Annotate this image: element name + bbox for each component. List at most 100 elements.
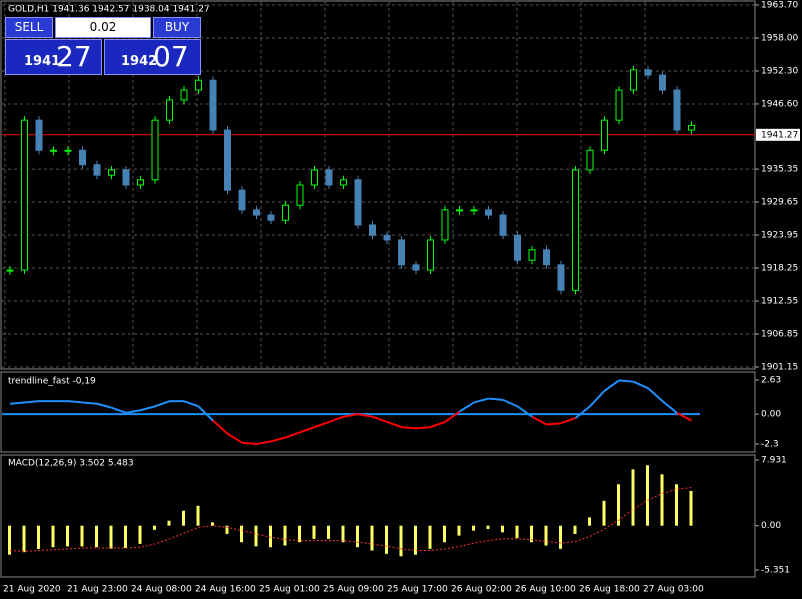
y-tick-label: 1958.00 — [761, 33, 798, 43]
macd-bar — [486, 525, 490, 529]
candle — [325, 169, 333, 186]
y-tick-label: 1946.60 — [761, 99, 798, 109]
y-tick-label: 1952.30 — [761, 66, 798, 76]
indicator-segment — [67, 400, 83, 404]
candle — [470, 209, 478, 212]
indicator-segment — [560, 417, 576, 425]
candle — [195, 79, 202, 91]
header: GOLD,H1 1941.36 1942.57 1938.04 1941.27 — [8, 5, 210, 15]
indicator-segment — [154, 400, 170, 408]
lot-input[interactable]: 0.02 — [55, 17, 151, 38]
indicator-segment — [488, 397, 504, 401]
candle — [93, 164, 101, 176]
indicator-segment — [343, 413, 359, 418]
macd-bar — [254, 525, 258, 547]
indicator-segment — [661, 400, 678, 414]
indicator-segment — [125, 409, 141, 414]
macd-bar — [501, 525, 504, 533]
sub-frame — [0, 454, 756, 578]
macd-bar — [617, 484, 620, 526]
candle — [238, 189, 246, 211]
macd-bar — [196, 505, 200, 526]
price-label-bg — [756, 128, 800, 141]
x-tick-label: 26 Aug 10:00 — [515, 585, 576, 595]
macd-bar — [646, 465, 649, 526]
indicator-title: trendline_fast -0,19 — [8, 377, 96, 387]
macd-bar — [457, 525, 461, 536]
indicator-segment — [24, 400, 40, 404]
macd-bar — [37, 525, 40, 549]
candle — [267, 214, 275, 221]
candle — [383, 234, 391, 241]
macd-bar — [660, 474, 664, 526]
candle — [688, 124, 695, 131]
candle — [485, 209, 492, 216]
candle — [499, 214, 507, 236]
candle — [412, 264, 420, 271]
macd-bar — [341, 525, 345, 543]
indicator-segment — [574, 405, 591, 419]
bid-price: 1941 27 — [5, 39, 102, 75]
macd-bar — [530, 525, 533, 543]
x-tick-label: 24 Aug 16:00 — [195, 585, 256, 595]
y-tick-label: 1935.35 — [761, 165, 798, 175]
indicator-segment — [285, 431, 301, 439]
macd-bar — [559, 525, 562, 549]
candle — [456, 209, 463, 212]
indicator-segment — [444, 410, 461, 423]
indicator-segment — [357, 413, 373, 418]
macd-bar — [370, 525, 374, 551]
candle — [528, 249, 536, 261]
candle — [108, 169, 115, 176]
indicator-segment — [473, 397, 489, 404]
macd-bar — [573, 525, 577, 534]
sell-button[interactable]: SELL — [5, 17, 53, 38]
candle — [180, 89, 188, 101]
macd-bar — [385, 525, 388, 554]
candle — [557, 264, 565, 291]
buy-button[interactable]: BUY — [153, 17, 201, 38]
candle — [659, 74, 666, 91]
macd-bar — [428, 525, 432, 549]
bid-small: 27 — [56, 40, 92, 73]
y-tick-label: 1912.55 — [761, 297, 798, 307]
macd-bar — [109, 525, 113, 549]
sub-frame — [0, 371, 756, 453]
candle — [673, 89, 681, 131]
indicator-segment — [372, 415, 388, 423]
y-tick-label: 1906.85 — [761, 330, 798, 340]
macd-bar — [182, 510, 185, 526]
candle — [311, 169, 318, 186]
y-tick-label: -5.351 — [761, 566, 790, 576]
macd-bar — [124, 525, 127, 549]
ask-big: 1942 — [121, 54, 158, 69]
x-tick-label: 25 Aug 01:00 — [259, 585, 320, 595]
indicator-segment — [328, 415, 344, 423]
macd-bar — [51, 525, 55, 548]
macd-bar — [414, 525, 417, 555]
candle — [572, 169, 579, 291]
indicator-segment — [546, 422, 562, 426]
indicator-segment — [256, 440, 272, 445]
x-tick-label: 25 Aug 17:00 — [387, 585, 448, 595]
y-tick-label: 1901.15 — [761, 363, 798, 373]
macd-bar — [356, 525, 359, 548]
price-label: 1941.27 — [761, 130, 798, 140]
macd-bar — [298, 525, 301, 543]
candle — [644, 69, 652, 76]
y-tick-label: -2.3 — [761, 440, 779, 450]
indicator-segment — [314, 420, 330, 429]
macd-bar — [66, 525, 69, 547]
x-tick-label: 24 Aug 08:00 — [131, 585, 192, 595]
y-tick-label: 1923.95 — [761, 231, 798, 241]
macd-bar — [269, 525, 272, 548]
ask-small: 07 — [153, 40, 189, 73]
indicator-segment — [502, 398, 518, 408]
macd-bar — [675, 484, 678, 526]
indicator-title: MACD(12,26,9) 3.502 5.483 — [8, 459, 134, 469]
macd-bar — [22, 525, 26, 553]
macd-bar — [515, 525, 519, 539]
macd-bar — [472, 525, 475, 531]
candle — [296, 184, 304, 206]
